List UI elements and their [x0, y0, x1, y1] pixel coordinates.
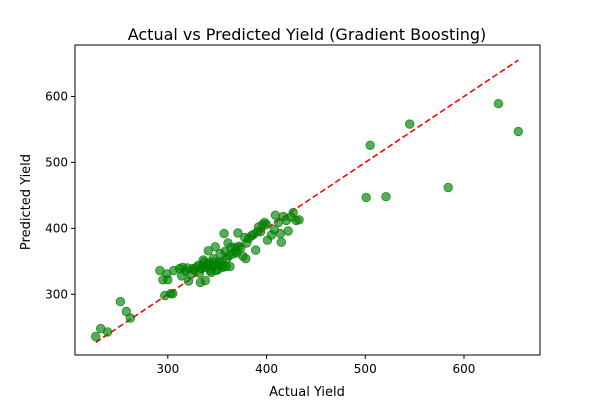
- data-point: [513, 126, 524, 137]
- y-tick-label: 300: [45, 287, 68, 301]
- plot-area: 300 400 500 600 300 400 500 600: [45, 44, 541, 376]
- data-point: [115, 296, 126, 307]
- x-tick-label: 300: [156, 362, 179, 376]
- y-tick-label: 600: [45, 89, 68, 103]
- data-point: [283, 226, 293, 236]
- data-point: [233, 228, 243, 238]
- y-axis-label: Predicted Yield: [19, 154, 34, 250]
- x-tick-label: 500: [354, 362, 377, 376]
- axes-frame: [74, 44, 541, 356]
- chart-title: Actual vs Predicted Yield (Gradient Boos…: [128, 25, 487, 44]
- x-tick-label: 600: [453, 362, 476, 376]
- data-point: [203, 246, 214, 256]
- data-point: [443, 182, 453, 193]
- data-point: [276, 237, 287, 247]
- data-point: [200, 275, 211, 286]
- data-point: [288, 207, 298, 218]
- data-point: [102, 327, 113, 337]
- data-point: [225, 261, 235, 272]
- data-point: [125, 313, 136, 323]
- x-axis-label: Actual Yield: [269, 385, 345, 400]
- x-tick-label: 400: [255, 362, 278, 376]
- y-axis-ticks: 300 400 500 600: [45, 89, 75, 301]
- data-point: [361, 192, 371, 203]
- data-point: [294, 215, 304, 225]
- data-point: [210, 242, 220, 252]
- data-point: [163, 275, 173, 285]
- data-point: [261, 219, 272, 230]
- data-point: [219, 228, 229, 239]
- data-point: [241, 254, 251, 264]
- data-point: [275, 228, 286, 239]
- data-points-layer: [90, 98, 524, 342]
- x-axis-ticks: 300 400 500 600: [156, 355, 475, 376]
- y-tick-label: 400: [45, 221, 68, 235]
- data-point: [405, 119, 415, 129]
- data-point: [493, 98, 504, 109]
- data-point: [90, 331, 101, 342]
- data-point: [250, 245, 261, 255]
- data-point: [381, 191, 391, 202]
- data-point: [365, 140, 375, 151]
- y-tick-label: 500: [45, 155, 68, 169]
- data-point: [167, 289, 178, 299]
